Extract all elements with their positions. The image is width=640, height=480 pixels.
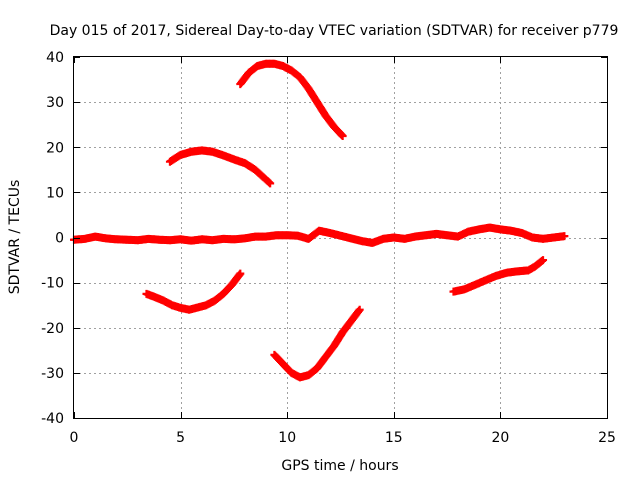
x-tick-label-4: 20 — [491, 430, 509, 446]
series-baseline-track — [70, 223, 569, 247]
plot-frame — [73, 56, 608, 419]
series-arc-upper-high — [236, 59, 347, 140]
y-axis-label: SDTVAR / TECUs — [7, 180, 23, 295]
series-arc-lower-left — [142, 269, 245, 314]
y-tick-label-0: -40 — [41, 411, 64, 427]
x-tick-label-1: 5 — [176, 430, 185, 446]
series-arc-upper-mid — [165, 146, 275, 188]
chart-title: Day 015 of 2017, Sidereal Day-to-day VTE… — [50, 23, 619, 39]
x-tick-label-5: 25 — [598, 430, 616, 446]
series-arc-lower-right — [449, 256, 548, 296]
y-tick-label-2: -20 — [41, 321, 64, 337]
data-point — [539, 256, 548, 265]
x-axis-label: GPS time / hours — [281, 458, 398, 474]
data-points — [70, 59, 569, 382]
data-point — [560, 232, 569, 241]
y-tick-label-8: 40 — [46, 50, 64, 66]
y-tick-label-6: 20 — [46, 140, 64, 156]
x-tick-label-3: 15 — [385, 430, 403, 446]
series-arc-lower-deep — [270, 305, 364, 382]
axis-ticks: 0 5 10 15 20 25 -40 -30 -20 -10 0 10 20 30 40 — [41, 50, 616, 446]
y-tick-label-4: 0 — [55, 231, 64, 247]
y-tick-label-1: -30 — [41, 366, 64, 382]
x-tick-label-2: 10 — [278, 430, 296, 446]
y-tick-label-5: 10 — [46, 185, 64, 201]
data-point — [266, 179, 275, 188]
data-point — [355, 305, 364, 314]
x-tick-label-0: 0 — [70, 430, 79, 446]
data-point — [338, 131, 347, 140]
data-point — [236, 269, 245, 278]
y-tick-label-3: -10 — [41, 276, 64, 292]
y-tick-label-7: 30 — [46, 95, 64, 111]
